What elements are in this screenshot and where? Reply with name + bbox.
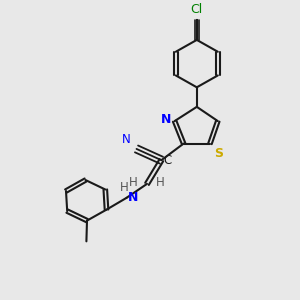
Text: S: S <box>214 146 224 160</box>
Text: H: H <box>129 176 138 189</box>
Text: N: N <box>122 133 131 146</box>
Text: H: H <box>156 176 165 189</box>
Text: H: H <box>120 181 129 194</box>
Text: N: N <box>128 191 138 204</box>
Text: Cl: Cl <box>191 3 203 16</box>
Text: C: C <box>163 154 171 167</box>
Text: N: N <box>160 113 171 126</box>
